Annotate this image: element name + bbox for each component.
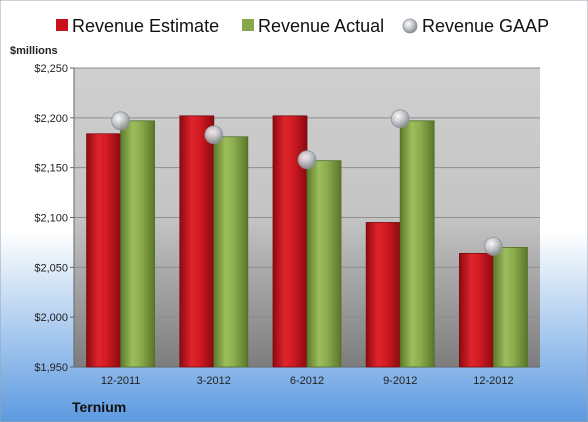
bars-group: [86, 115, 528, 368]
marker-revenue-gaap: [390, 109, 410, 129]
y-tick-label: $2,100: [34, 213, 68, 225]
marker-revenue-gaap: [483, 237, 503, 256]
x-tick-label: 3-2012: [197, 375, 231, 387]
marker-revenue-gaap: [204, 125, 224, 145]
chart-legend: Revenue Estimate Revenue Actual Revenue …: [56, 16, 549, 36]
y-tick-label: $2,200: [34, 113, 68, 125]
legend-label-revenue-actual: Revenue Actual: [258, 16, 384, 36]
legend-marker-revenue-gaap: [402, 18, 418, 34]
legend-label-revenue-estimate: Revenue Estimate: [72, 16, 219, 36]
y-tick-label: $1,950: [34, 362, 68, 374]
x-tick-label: 9-2012: [383, 375, 417, 387]
bar-revenue-actual: [213, 136, 249, 368]
company-name: Ternium: [72, 399, 126, 415]
y-tick-label: $2,000: [34, 312, 68, 324]
y-tick-label: $2,250: [34, 63, 68, 75]
legend-swatch-revenue-actual: [242, 19, 254, 31]
marker-revenue-gaap: [297, 150, 317, 170]
y-tick-label: $2,050: [34, 262, 68, 274]
bar-revenue-estimate: [86, 133, 121, 368]
bar-revenue-estimate: [365, 222, 401, 368]
bar-revenue-estimate: [458, 252, 494, 368]
legend-label-revenue-gaap: Revenue GAAP: [422, 16, 549, 36]
gaap-markers-group: [111, 109, 503, 256]
bar-revenue-actual: [399, 120, 435, 368]
x-tick-label: 6-2012: [290, 375, 324, 387]
bar-revenue-actual: [492, 246, 528, 368]
x-tick-label: 12-2012: [473, 375, 513, 387]
y-tick-label: $2,150: [34, 163, 68, 175]
bar-revenue-actual: [306, 160, 342, 368]
bar-revenue-actual: [120, 120, 155, 368]
legend-swatch-revenue-estimate: [56, 19, 68, 31]
x-axis-ticks: 12-2011 3-2012 6-2012 9-2012 12-2012: [101, 375, 514, 387]
marker-revenue-gaap: [111, 111, 130, 131]
y-axis-unit-label: $millions: [10, 45, 58, 57]
x-tick-label: 12-2011: [101, 375, 141, 387]
bar-revenue-estimate: [179, 115, 215, 368]
